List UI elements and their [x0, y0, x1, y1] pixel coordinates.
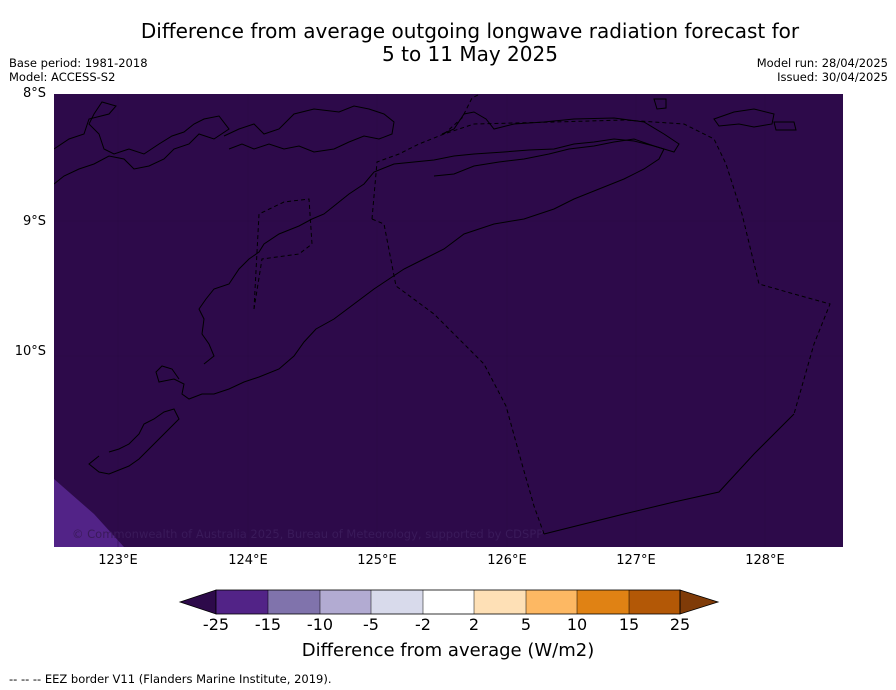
lon-label-127e: 127°E: [616, 553, 656, 568]
issued-date: Issued: 30/04/2025: [777, 70, 888, 84]
coastline-flores: [54, 101, 230, 185]
colorbar-outline: [215, 589, 681, 615]
coastline-roti: [88, 408, 180, 475]
copyright-notice: © Commonwealth of Australia 2025, Bureau…: [72, 527, 543, 541]
colorbar-tick: -15: [254, 615, 282, 634]
coastline-timor: [155, 138, 665, 400]
base-period: Base period: 1981-2018: [9, 56, 148, 70]
eez-border-solid-south: [543, 413, 795, 535]
coastline-alor: [223, 105, 395, 153]
colorbar-tick: -2: [415, 615, 431, 634]
colorbar-swatch: [629, 590, 680, 614]
meta-right: Model run: 28/04/2025 Issued: 30/04/2025: [757, 56, 888, 84]
colorbar-swatch: [216, 590, 268, 614]
eez-border-top-notch: [443, 94, 481, 135]
colorbar-swatch: [268, 590, 320, 614]
map-title: Difference from average outgoing longwav…: [100, 20, 840, 66]
lon-label-128e: 128°E: [745, 553, 785, 568]
colorbar-swatch: [474, 590, 526, 614]
lon-label-123e: 123°E: [98, 553, 138, 568]
colorbar-tick: -10: [306, 615, 334, 634]
lat-label-9s: 9°S: [22, 214, 46, 229]
title-line-1: Difference from average outgoing longwav…: [140, 19, 800, 43]
lat-label-8s: 8°S: [22, 86, 46, 101]
corner-anomaly-patch: [54, 479, 124, 547]
model-name: Model: ACCESS-S2: [9, 70, 116, 84]
colorbar-swatch: [526, 590, 577, 614]
model-run: Model run: 28/04/2025: [756, 56, 888, 70]
map-canvas: © Commonwealth of Australia 2025, Bureau…: [54, 94, 843, 547]
colorbar-swatch: [371, 590, 423, 614]
eez-border-west: [253, 198, 313, 310]
colorbar-tick: 10: [566, 615, 588, 634]
lon-label-126e: 126°E: [487, 553, 527, 568]
colorbar-tick: 15: [618, 615, 640, 634]
eez-border-south: [371, 218, 545, 535]
lon-label-125e: 125°E: [357, 553, 397, 568]
coastline-small-islands: [653, 98, 797, 131]
colorbar-swatch: [577, 590, 629, 614]
eez-border-north: [371, 119, 831, 415]
map-background: [54, 94, 843, 547]
colorbar-tick: 5: [520, 615, 532, 634]
colorbar: [178, 589, 720, 615]
colorbar-tick: 2: [468, 615, 480, 634]
colorbar-label: Difference from average (W/m2): [301, 640, 595, 661]
lat-label-10s: 10°S: [14, 344, 46, 359]
colorbar-tick: -25: [202, 615, 230, 634]
colorbar-tick: -5: [363, 615, 379, 634]
eez-footnote: -- -- -- EEZ border V11 (Flanders Marine…: [9, 672, 332, 686]
colorbar-swatch: [423, 590, 474, 614]
colorbar-tick: 25: [669, 615, 691, 634]
colorbar-swatch: [320, 590, 371, 614]
meta-left: Base period: 1981-2018 Model: ACCESS-S2: [9, 56, 148, 84]
lon-label-124e: 124°E: [228, 553, 268, 568]
colorbar-max-extend: [679, 589, 720, 615]
colorbar-min-extend: [178, 589, 217, 615]
coastline-wetar: [433, 111, 680, 177]
title-line-2: 5 to 11 May 2025: [382, 42, 558, 66]
